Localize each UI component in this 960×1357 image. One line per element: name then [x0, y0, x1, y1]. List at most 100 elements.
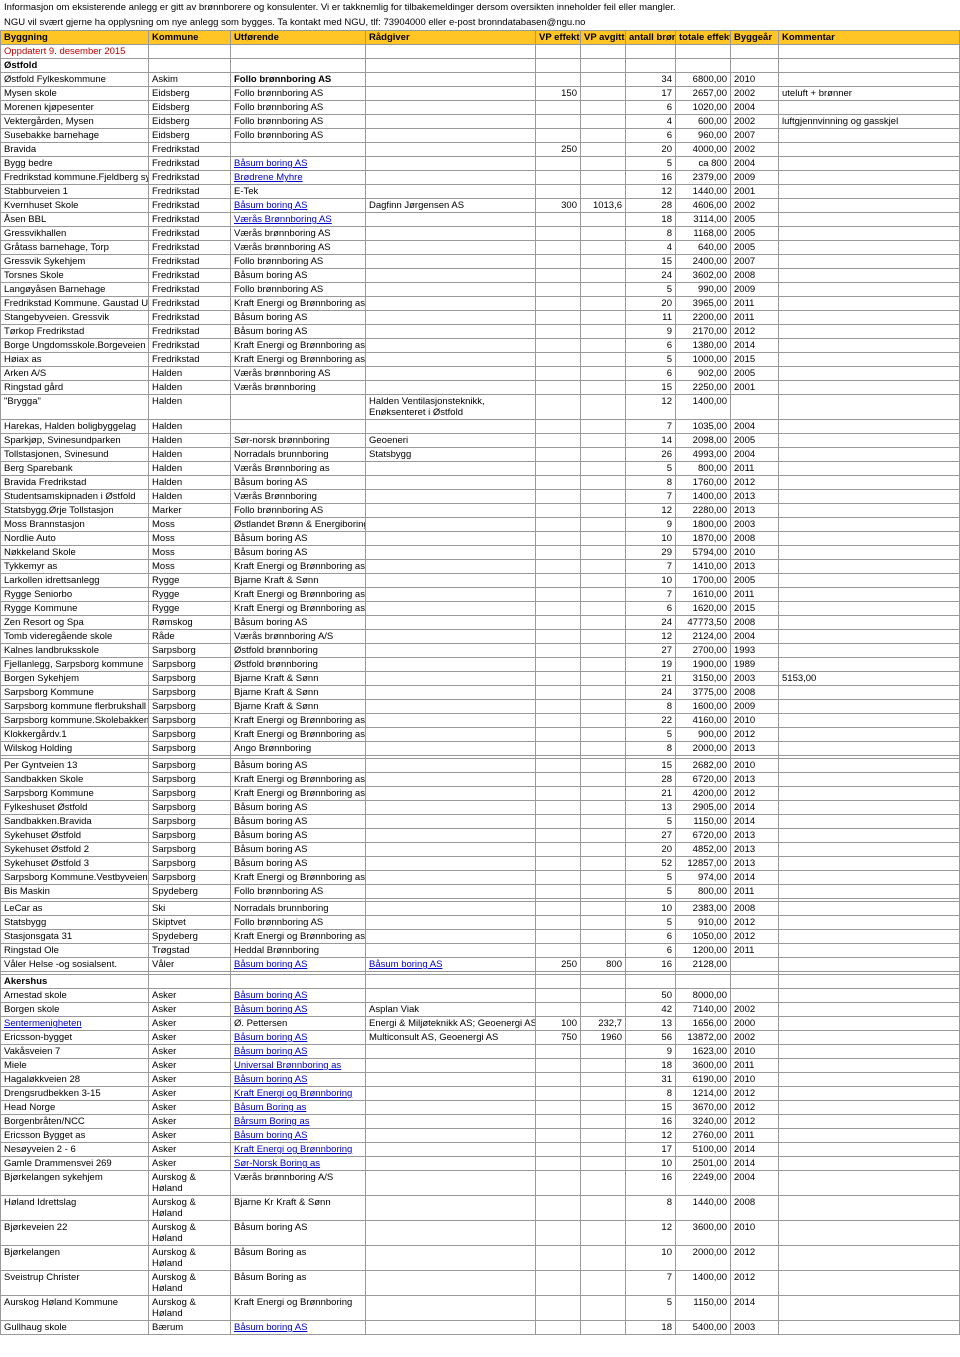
cell-utforende[interactable]: Båsum boring AS: [231, 199, 366, 213]
cell-vp-avgitt: [581, 700, 626, 714]
col-antall: antall brønner: [626, 31, 676, 45]
cell-byggning: Statsbygg: [1, 916, 149, 930]
cell-utforende: Kraft Energi og Brønnboring as: [231, 353, 366, 367]
cell-kommentar: [779, 227, 960, 241]
cell-antall: 17: [626, 1143, 676, 1157]
cell-kommune: Aurskog & Høland: [149, 1271, 231, 1296]
cell-utforende: Båsum boring AS: [231, 311, 366, 325]
cell-byggear: 2002: [731, 87, 779, 101]
data-table: Byggning Kommune Utførende Rådgiver VP e…: [0, 30, 960, 1335]
cell-vp-effekt: [536, 1221, 581, 1246]
cell-utforende[interactable]: Båsum boring AS: [231, 1003, 366, 1017]
cell-byggning[interactable]: Sentermenigheten: [1, 1017, 149, 1031]
cell-utforende[interactable]: Bårsum Boring as: [231, 1115, 366, 1129]
table-row: Arnestad skoleAskerBåsum boring AS508000…: [1, 989, 960, 1003]
cell-radgiver: [366, 1221, 536, 1246]
cell-byggear: 1989: [731, 658, 779, 672]
cell-utforende[interactable]: Kraft Energi og Brønnboring: [231, 1087, 366, 1101]
cell-utforende[interactable]: Brødrene Myhre: [231, 171, 366, 185]
empty-cell: [536, 59, 581, 73]
cell-utforende[interactable]: Værås Brønnboring AS: [231, 213, 366, 227]
cell-kommune: Askim: [149, 73, 231, 87]
cell-kommune: Fredrikstad: [149, 297, 231, 311]
cell-utforende: Sør-norsk brønnboring: [231, 434, 366, 448]
table-row: Bjørkeveien 22Aurskog & HølandBåsum bori…: [1, 1221, 960, 1246]
cell-utforende[interactable]: Kraft Energi og Brønnboring: [231, 1143, 366, 1157]
cell-byggning: Morenen kjøpesenter: [1, 101, 149, 115]
table-row: Sykehuset Østfold 3SarpsborgBåsum boring…: [1, 857, 960, 871]
cell-radgiver[interactable]: Båsum boring AS: [366, 958, 536, 972]
cell-vp-avgitt: [581, 829, 626, 843]
cell-vp-avgitt: [581, 1321, 626, 1335]
cell-kommune: Asker: [149, 1129, 231, 1143]
cell-utforende[interactable]: Båsum boring AS: [231, 1073, 366, 1087]
cell-antall: 8: [626, 476, 676, 490]
cell-vp-avgitt: [581, 1059, 626, 1073]
cell-byggear: 2010: [731, 546, 779, 560]
cell-kommentar: [779, 185, 960, 199]
cell-radgiver: [366, 1321, 536, 1335]
cell-radgiver: [366, 742, 536, 756]
cell-kommentar: [779, 129, 960, 143]
cell-totale: 1440,00: [676, 1196, 731, 1221]
empty-cell: [231, 45, 366, 59]
cell-antall: 15: [626, 255, 676, 269]
cell-totale: 4852,00: [676, 843, 731, 857]
cell-byggning: Borgen skole: [1, 1003, 149, 1017]
cell-byggning: Klokkergårdv.1: [1, 728, 149, 742]
cell-kommentar: [779, 1296, 960, 1321]
cell-totale: 1214,00: [676, 1087, 731, 1101]
cell-kommentar: [779, 815, 960, 829]
cell-utforende[interactable]: Båsum boring AS: [231, 1031, 366, 1045]
cell-vp-avgitt: [581, 504, 626, 518]
cell-utforende[interactable]: Båsum boring AS: [231, 1321, 366, 1335]
cell-utforende[interactable]: Båsum Boring as: [231, 1101, 366, 1115]
cell-kommentar: [779, 476, 960, 490]
cell-byggning: Aurskog Høland Kommune: [1, 1296, 149, 1321]
cell-radgiver: [366, 989, 536, 1003]
cell-vp-avgitt: [581, 658, 626, 672]
cell-vp-avgitt: [581, 269, 626, 283]
cell-vp-avgitt: [581, 532, 626, 546]
cell-utforende: Værås brønnboring: [231, 381, 366, 395]
cell-byggning: Ericsson Bygget as: [1, 1129, 149, 1143]
cell-kommune: Sarpsborg: [149, 686, 231, 700]
cell-byggear: 2009: [731, 700, 779, 714]
cell-byggning: Miele: [1, 1059, 149, 1073]
cell-utforende[interactable]: Båsum boring AS: [231, 1129, 366, 1143]
cell-utforende[interactable]: Båsum boring AS: [231, 958, 366, 972]
empty-cell: [626, 45, 676, 59]
cell-utforende[interactable]: Båsum boring AS: [231, 989, 366, 1003]
cell-kommentar: [779, 1059, 960, 1073]
cell-radgiver: [366, 1073, 536, 1087]
table-row: Nøkkeland SkoleMossBåsum boring AS295794…: [1, 546, 960, 560]
table-row: Åsen BBLFredrikstadVærås Brønnboring AS1…: [1, 213, 960, 227]
cell-kommentar: [779, 1143, 960, 1157]
cell-utforende[interactable]: Universal Brønnboring as: [231, 1059, 366, 1073]
table-row: Vakåsveien 7AskerBåsum boring AS91623,00…: [1, 1045, 960, 1059]
cell-radgiver: [366, 339, 536, 353]
table-row: Rygge SeniorboRyggeKraft Energi og Brønn…: [1, 588, 960, 602]
cell-totale: 6800,00: [676, 73, 731, 87]
cell-vp-effekt: [536, 448, 581, 462]
cell-byggear: 2001: [731, 185, 779, 199]
cell-utforende[interactable]: Sør-Norsk Boring as: [231, 1157, 366, 1171]
cell-utforende[interactable]: Båsum boring AS: [231, 1045, 366, 1059]
empty-cell: [581, 45, 626, 59]
cell-byggear: 2014: [731, 801, 779, 815]
cell-utforende[interactable]: Båsum boring AS: [231, 157, 366, 171]
cell-utforende: Bjarne Kraft & Sønn: [231, 672, 366, 686]
empty-cell: [581, 59, 626, 73]
cell-kommentar: [779, 1073, 960, 1087]
cell-byggear: 2002: [731, 1003, 779, 1017]
cell-vp-avgitt: [581, 1221, 626, 1246]
section-name: Akershus: [1, 975, 149, 989]
cell-radgiver: [366, 759, 536, 773]
cell-utforende: Bjarne Kr Kraft & Sønn: [231, 1196, 366, 1221]
cell-vp-avgitt: [581, 255, 626, 269]
cell-utforende: Østfold brønnboring: [231, 644, 366, 658]
cell-byggning: Wilskog Holding: [1, 742, 149, 756]
cell-radgiver: [366, 227, 536, 241]
cell-vp-avgitt: [581, 448, 626, 462]
cell-kommentar: [779, 728, 960, 742]
